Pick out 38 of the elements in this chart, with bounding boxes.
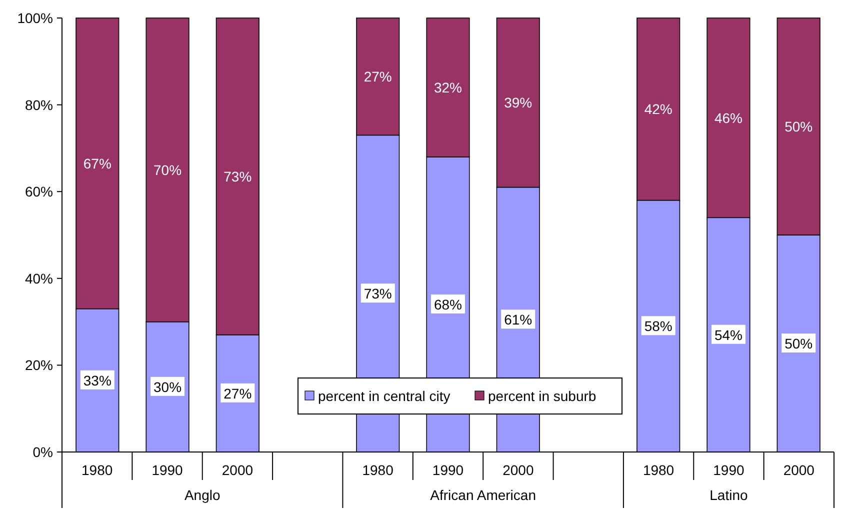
y-tick-label: 80% [24,96,53,113]
x-tick-label: 1990 [152,462,184,478]
data-label: 27% [364,68,392,85]
y-tick-label: 100% [17,10,53,26]
x-tick-label: 1980 [82,462,113,478]
data-label: 30% [154,378,182,395]
x-tick-label: 1990 [713,462,745,478]
y-tick-label: 40% [24,270,53,286]
x-tick-label: 1980 [642,462,674,478]
y-tick-label: 0% [32,444,53,460]
x-tick-label: 1990 [432,462,464,478]
data-label: 50% [784,118,813,134]
data-label: 42% [644,101,672,118]
data-label: 73% [364,286,392,302]
data-label: 50% [784,336,813,352]
data-label: 33% [83,372,112,388]
data-label: 61% [504,312,532,328]
data-label: 58% [644,318,672,334]
x-tick-label: 2000 [783,462,815,478]
data-label: 68% [434,296,462,312]
data-label: 27% [224,385,252,402]
data-label: 70% [154,162,182,178]
legend-label: percent in central city [318,388,450,404]
x-tick-label: 1980 [362,462,394,478]
text: Latino [710,487,748,503]
y-tick-label: 20% [24,357,53,374]
text: African American [430,487,536,503]
y-tick-label: 60% [24,184,53,200]
data-label: 32% [434,79,462,96]
data-label: 73% [224,168,252,184]
text: Anglo [184,487,220,503]
data-label: 67% [83,155,112,172]
data-label: 54% [714,326,742,343]
legend-label: percent in suburb [488,388,596,404]
x-tick-label: 2000 [222,462,254,478]
x-tick-label: 2000 [502,462,534,478]
data-label: 46% [714,110,742,126]
data-label: 39% [504,94,532,111]
